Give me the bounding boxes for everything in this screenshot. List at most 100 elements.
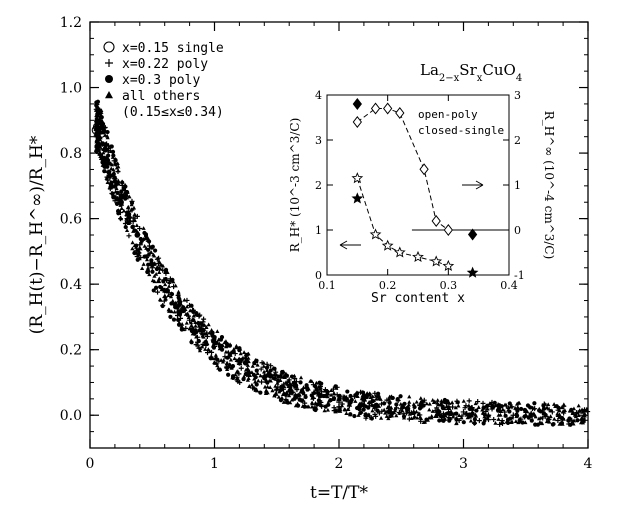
scatter-point <box>557 408 562 413</box>
scatter-point <box>375 408 380 413</box>
scatter-point <box>382 401 387 406</box>
scatter-point <box>227 363 233 369</box>
legend-label: all others <box>122 89 200 104</box>
scatter-point <box>189 340 194 345</box>
scatter-point <box>314 405 319 410</box>
scatter-point <box>118 215 123 220</box>
scatter-point <box>506 405 511 410</box>
scatter-point <box>217 367 222 372</box>
scatter-point <box>132 215 138 221</box>
main-x-axis-title: t=T/T* <box>310 483 368 503</box>
scatter-point <box>427 407 432 412</box>
scatter-point <box>146 247 151 252</box>
inset-x-tick-label: 0.2 <box>379 279 397 292</box>
scatter-point <box>251 372 256 377</box>
scatter-point <box>151 252 156 257</box>
data-point <box>373 402 380 408</box>
scatter-point <box>495 406 500 411</box>
inset-right-tick-label: 1 <box>514 179 521 192</box>
scatter-point <box>555 411 560 416</box>
scatter-point <box>169 301 174 306</box>
scatter-point <box>107 160 113 165</box>
inset-point <box>381 239 394 251</box>
scatter-point <box>271 365 276 370</box>
x-tick-label: 2 <box>335 456 344 472</box>
scatter-point <box>145 252 151 258</box>
scatter-point <box>367 413 373 419</box>
scatter-point <box>370 408 375 413</box>
data-point <box>466 412 473 419</box>
scatter-point <box>165 270 170 275</box>
scatter-point <box>400 408 405 413</box>
scatter-point <box>411 415 416 420</box>
scatter-point <box>161 279 166 284</box>
data-point <box>193 327 199 333</box>
scatter-point <box>204 325 209 330</box>
svg-text:(R_H(t)−R_H^∞)/R_H*: (R_H(t)−R_H^∞)/R_H* <box>27 135 47 334</box>
inset-point <box>351 192 364 204</box>
inset-point <box>395 106 405 120</box>
scatter-point <box>202 323 207 327</box>
scatter-point <box>575 418 580 423</box>
scatter-point <box>179 325 185 330</box>
scatter-point <box>552 416 557 421</box>
scatter-point <box>436 402 441 407</box>
scatter-point <box>245 363 250 367</box>
scatter-point <box>471 420 477 426</box>
scatter-point <box>455 399 460 404</box>
scatter-point <box>500 407 505 412</box>
scatter-point <box>284 399 290 404</box>
scatter-point <box>309 400 315 405</box>
scatter-point <box>279 371 285 377</box>
scatter-point <box>513 405 518 410</box>
y-tick-label: 0.0 <box>60 408 82 424</box>
scatter-point <box>523 420 528 425</box>
scatter-point <box>262 384 268 389</box>
scatter-point <box>551 421 556 427</box>
data-point <box>448 409 454 415</box>
x-tick-label: 0 <box>86 456 95 472</box>
scatter-point <box>543 413 549 419</box>
scatter-point <box>103 145 108 149</box>
scatter-point <box>106 153 111 158</box>
scatter-point <box>358 389 364 395</box>
scatter-point <box>407 411 412 416</box>
scatter-point <box>111 158 117 164</box>
scatter-point <box>253 358 258 362</box>
scatter-point <box>331 390 337 395</box>
svg-text:R_H* (10^-3 cm^3/C): R_H* (10^-3 cm^3/C) <box>288 118 302 253</box>
scatter-point <box>104 141 110 147</box>
scatter-point <box>142 243 147 248</box>
legend-note: (0.15≤x≤0.34) <box>122 105 224 120</box>
scatter-point <box>204 331 209 336</box>
scatter-point <box>176 322 182 327</box>
scatter-point <box>255 371 260 376</box>
data-point <box>286 382 292 388</box>
scatter-point <box>195 320 200 325</box>
scatter-point <box>250 363 255 368</box>
scatter-point <box>503 403 509 409</box>
scatter-point <box>532 401 537 406</box>
scatter-point <box>263 377 269 382</box>
scatter-point <box>130 240 135 245</box>
data-point <box>149 261 156 268</box>
scatter-point <box>342 407 347 412</box>
scatter-point <box>162 293 167 298</box>
inset-left-axis-title: R_H* (10^-3 cm^3/C) <box>288 118 302 253</box>
scatter-point <box>294 394 299 400</box>
scatter-point <box>406 402 411 407</box>
scatter-point <box>450 414 456 419</box>
scatter-point <box>110 155 115 159</box>
scatter-point <box>287 391 293 397</box>
scatter-point <box>144 254 150 260</box>
scatter-point <box>97 117 103 122</box>
x-tick-label: 1 <box>210 456 219 472</box>
scatter-point <box>152 274 157 278</box>
inset-data-points <box>351 97 479 278</box>
scatter-point <box>551 402 557 406</box>
scatter-point <box>234 345 239 350</box>
inset-right-axis-title: R_H^∞ (10^-4 cm^3/C) <box>542 111 556 260</box>
scatter-point <box>376 394 381 400</box>
scatter-point <box>528 405 533 410</box>
scatter-point <box>237 346 242 351</box>
